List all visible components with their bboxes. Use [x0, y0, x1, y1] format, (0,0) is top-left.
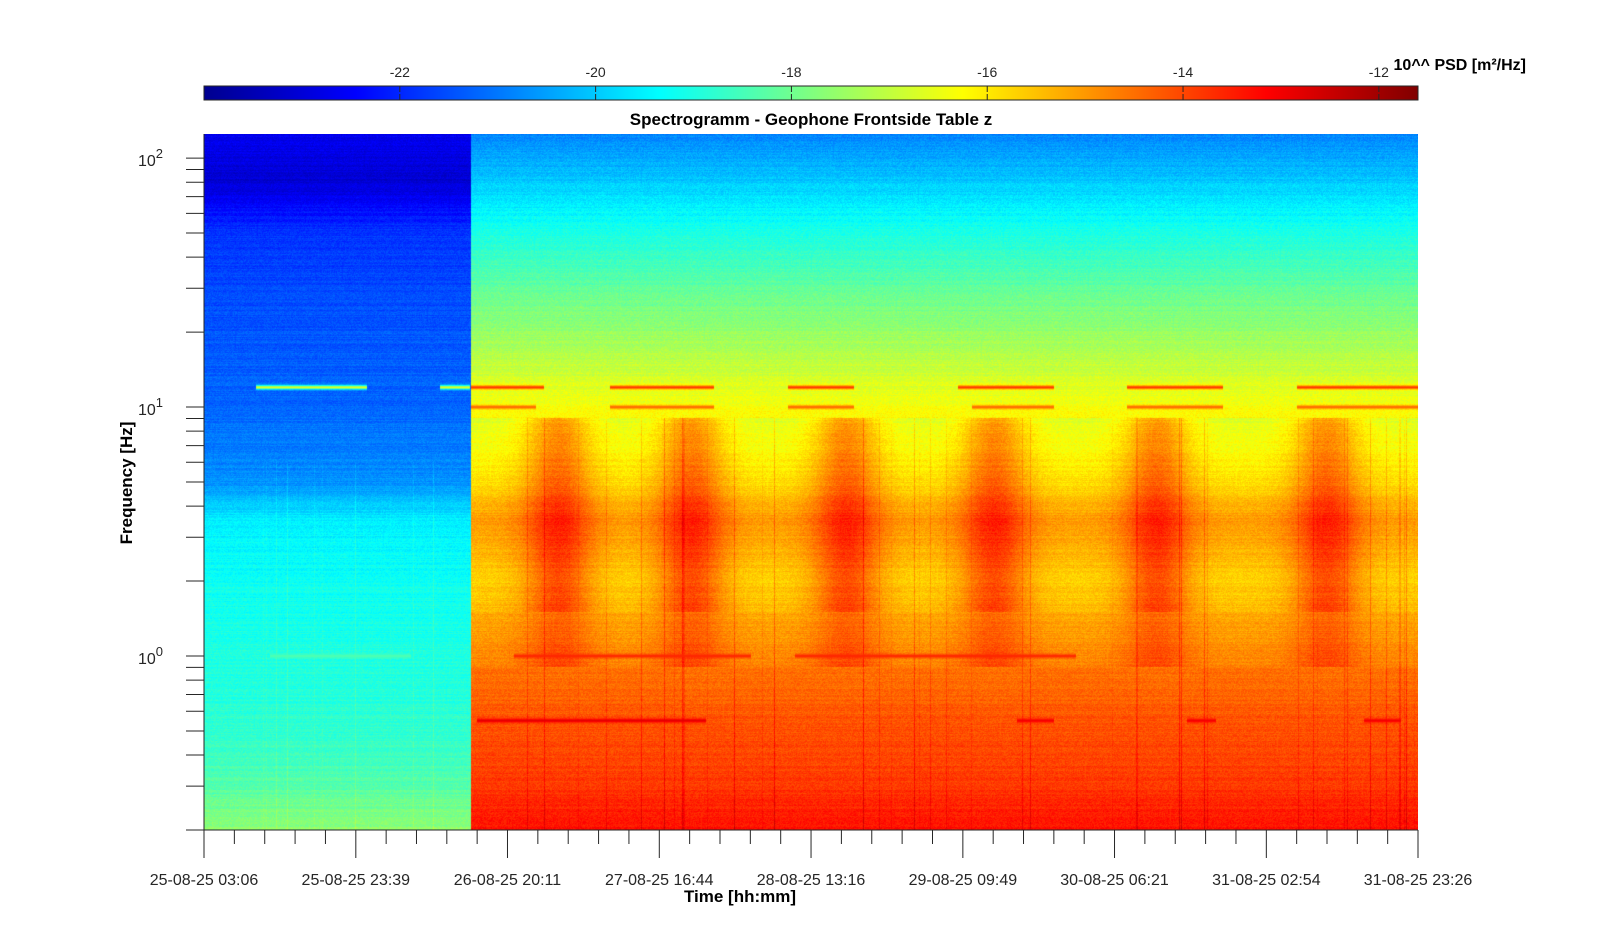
- y-axis-label: Frequency [Hz]: [117, 422, 136, 545]
- x-tick-label: 25-08-25 03:06: [150, 872, 259, 889]
- colorbar-label: 10^^ PSD [m²/Hz]: [1394, 57, 1526, 74]
- colorbar: -22 -20 -18 -16 -14 -12 10^^ PSD [m²/Hz]: [203, 57, 1526, 101]
- y-tick-label: 100: [138, 644, 163, 668]
- spectrogram-image: [204, 134, 1418, 830]
- colorbar-tick-label: -18: [781, 64, 801, 80]
- colorbar-tick-label: -14: [1173, 64, 1193, 80]
- x-tick-label: 27-08-25 16:44: [605, 872, 714, 889]
- colorbar-gradient: [204, 86, 1418, 100]
- x-tick-label: 26-08-25 20:11: [454, 872, 561, 889]
- x-tick-label: 31-08-25 02:54: [1212, 872, 1321, 889]
- colorbar-tick-label: -16: [977, 64, 997, 80]
- x-tick-label: 25-08-25 23:39: [302, 872, 411, 889]
- x-tick-label: 31-08-25 23:26: [1364, 872, 1473, 889]
- colorbar-tick-label: -22: [390, 64, 410, 80]
- y-tick-label: 102: [138, 146, 163, 170]
- x-tick-label: 30-08-25 06:21: [1060, 872, 1169, 889]
- x-tick-label: 28-08-25 13:16: [757, 872, 866, 889]
- colorbar-tick-label: -12: [1369, 64, 1389, 80]
- colorbar-frame: [203, 85, 1419, 101]
- x-tick-label: 29-08-25 09:49: [909, 872, 1018, 889]
- x-axis-label: Time [hh:mm]: [684, 887, 796, 906]
- y-tick-label: 101: [138, 395, 163, 419]
- chart-title: Spectrogramm - Geophone Frontside Table …: [630, 110, 992, 129]
- colorbar-tick-label: -20: [585, 64, 605, 80]
